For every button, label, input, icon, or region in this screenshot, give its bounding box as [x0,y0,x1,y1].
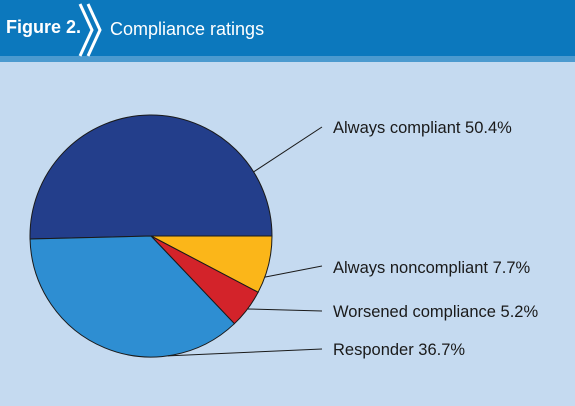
leader-always-noncompliant [264,265,323,278]
label-worsened-compliance: Worsened compliance 5.2% [333,303,538,321]
chevron-icon [78,3,102,57]
leader-worsened-compliance [247,308,323,312]
figure-label: Figure 2. [6,17,82,37]
leader-responder [167,348,323,357]
slice-responder [29,235,236,358]
label-responder: Responder 36.7% [333,341,465,359]
figure-title: Compliance ratings [110,19,265,39]
label-always-noncompliant: Always noncompliant 7.7% [333,259,531,277]
slice-always-compliant [29,114,273,240]
leader-always-compliant [253,126,323,173]
figure-header [0,0,575,62]
label-always-compliant: Always compliant 50.4% [333,119,512,137]
header-divider [0,56,575,62]
